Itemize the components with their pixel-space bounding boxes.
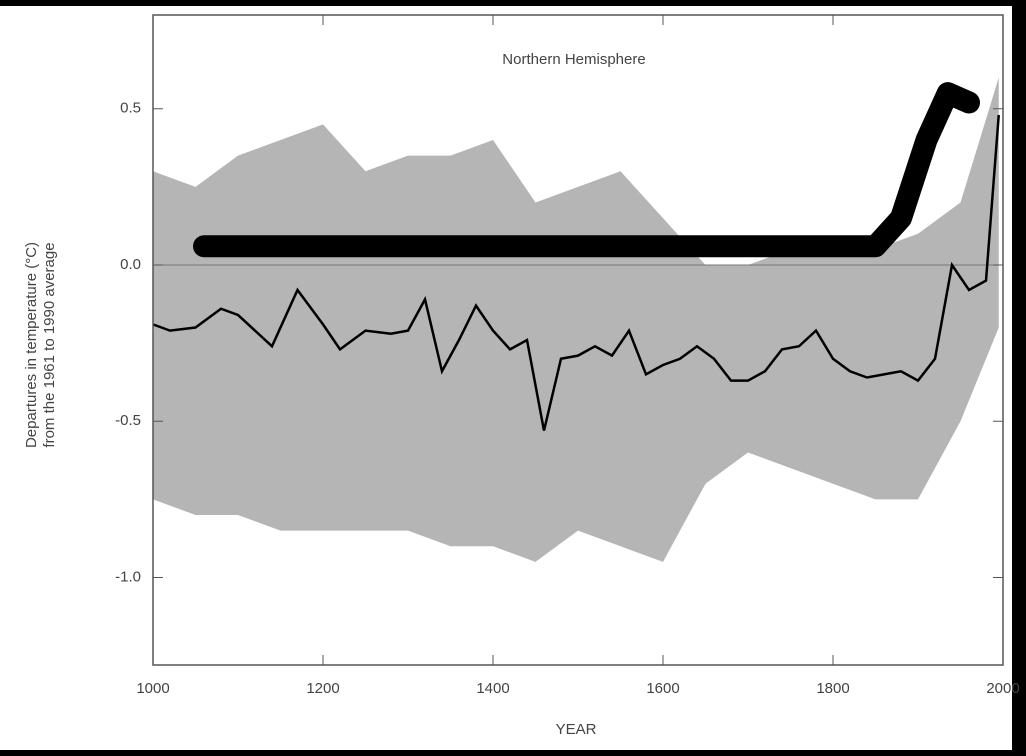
y-tick-label: 0.0 (120, 256, 141, 273)
y-axis-label: from the 1961 to 1990 average (41, 242, 58, 447)
x-axis-label: YEAR (556, 721, 597, 738)
y-tick-label: -0.5 (115, 412, 141, 429)
y-tick-label: 0.5 (120, 100, 141, 117)
x-tick-label: 1200 (306, 680, 339, 697)
x-tick-label: 1800 (816, 680, 849, 697)
uncertainty-band (153, 77, 999, 562)
y-axis-label: Departures in temperature (°C) (23, 242, 40, 448)
x-tick-label: 1400 (476, 680, 509, 697)
chart-title: Northern Hemisphere (502, 51, 645, 68)
x-tick-label: 1000 (136, 680, 169, 697)
y-tick-label: -1.0 (115, 568, 141, 585)
plot-frame (152, 14, 1004, 666)
smoothed-line (152, 114, 1000, 431)
x-tick-label: 2000 (986, 680, 1019, 697)
x-tick-label: 1600 (646, 680, 679, 697)
hockey-stick (193, 82, 980, 258)
